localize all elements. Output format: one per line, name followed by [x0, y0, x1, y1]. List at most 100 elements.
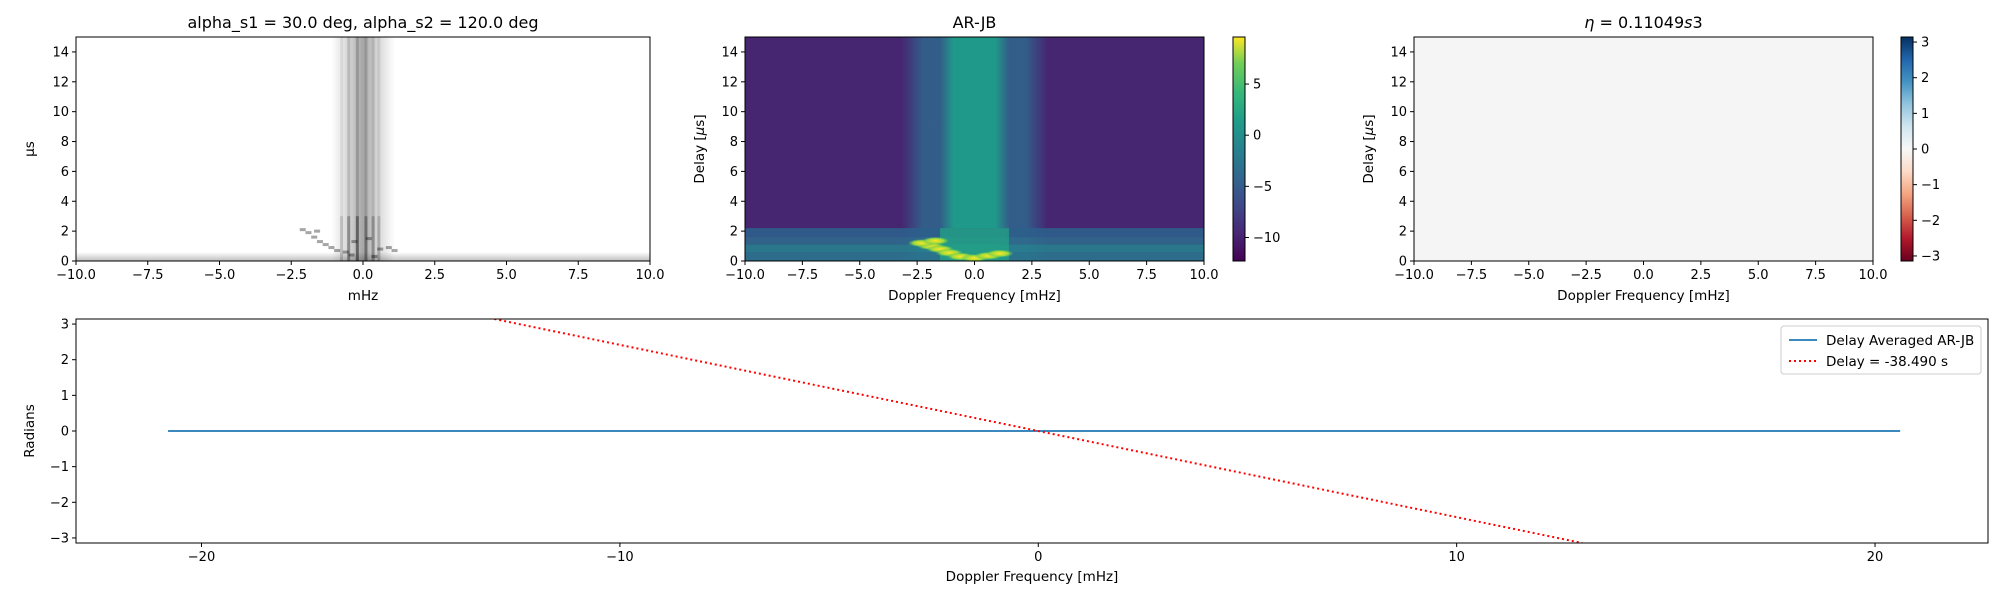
xtick-label: −7.5: [132, 268, 164, 283]
xtick-label: −2.5: [901, 268, 933, 283]
panel-3-colorbar-bar: [1900, 36, 1914, 262]
ytick-label: −2: [50, 496, 69, 511]
panel-1-stripe-base: [371, 216, 375, 261]
ytick-label: 4: [730, 195, 738, 210]
ytick-label: 12: [721, 75, 738, 90]
panel-1-xticks: −10.0 −7.5 −5.0 −2.5 0.0 2.5 5.0 7.5 10.0: [56, 261, 664, 283]
xtick-label: 5.0: [496, 268, 517, 283]
panel-3-image: [1414, 37, 1873, 261]
xtick-label: 7.5: [568, 268, 589, 283]
panel-1-speckle: [385, 246, 392, 250]
ytick-label: 14: [721, 45, 738, 60]
xtick-label: 10.0: [636, 268, 665, 283]
panel-1-stripe: [347, 37, 351, 261]
panel-2-title: AR-JB: [953, 13, 997, 32]
panel-2-arc: [985, 249, 1014, 258]
panel-1-speckle: [311, 235, 318, 239]
panel-2-xticks: −10.0 −7.5 −5.0 −2.5 0.0 2.5 5.0 7.5 10.0: [725, 261, 1218, 283]
colorbar-tick-label: −1: [1921, 178, 1940, 193]
xtick-label: 0.0: [353, 268, 374, 283]
colorbar-tick-label: 1: [1921, 107, 1929, 122]
panel-1-speckle: [299, 228, 306, 232]
panel-4-xticks: −20 −10 0 10 20: [188, 543, 1884, 565]
colorbar-tick-label: −3: [1921, 249, 1940, 264]
panel-1-speckle: [328, 246, 335, 250]
ytick-label: 6: [61, 165, 69, 180]
panel-2-colorbar: 5 0 −5 −10: [1232, 36, 1280, 262]
colorbar-tick-label: 0: [1253, 129, 1261, 144]
legend-label: Delay = -38.490 s: [1826, 354, 1948, 370]
xtick-label: −5.0: [1513, 268, 1545, 283]
ytick-label: 8: [730, 135, 738, 150]
xtick-label: −5.0: [204, 268, 236, 283]
xtick-label: −5.0: [844, 268, 876, 283]
panel-2-yticks: 0 2 4 6 8 10 12 14: [721, 45, 745, 270]
ytick-label: 0: [61, 425, 69, 440]
panel-3-fill: [1414, 37, 1873, 261]
ytick-label: 0: [61, 255, 69, 270]
panel-4-xlabel: Doppler Frequency [mHz]: [946, 569, 1119, 585]
panel-1-speckle: [316, 240, 323, 244]
panel-1-speckle: [371, 255, 378, 259]
panel-2-vcore: [940, 37, 1009, 261]
xtick-label: −20: [188, 550, 215, 565]
panel-3-xlabel: Doppler Frequency [mHz]: [1557, 288, 1730, 304]
panel-1-speckle: [334, 249, 341, 253]
panel-4-lines: [168, 319, 1901, 543]
ytick-label: 4: [61, 195, 69, 210]
panel-3-yticks: 0 2 4 6 8 10 12 14: [1390, 45, 1414, 270]
panel-1-speckle: [305, 231, 312, 235]
colorbar-tick-label: 2: [1921, 71, 1929, 86]
panel-1-stripe: [355, 37, 359, 261]
panel-1-speckle: [377, 247, 384, 251]
panel-1: alpha_s1 = 30.0 deg, alpha_s2 = 120.0 de…: [22, 13, 664, 304]
xtick-label: −10.0: [725, 268, 765, 283]
panel-1-speckle: [365, 237, 372, 241]
panel-4-legend: Delay Averaged AR-JB Delay = -38.490 s: [1780, 325, 1982, 375]
xtick-label: 10: [1448, 550, 1465, 565]
colorbar-tick-label: 3: [1921, 36, 1929, 51]
xtick-label: −7.5: [787, 268, 819, 283]
ytick-label: 0: [730, 255, 738, 270]
panel-1-speckle: [314, 229, 321, 233]
panel-1-stripe: [377, 37, 381, 261]
panel-3-colorbar: 3 2 1 0 −1 −2 −3: [1900, 36, 1940, 264]
ytick-label: 14: [52, 45, 69, 60]
ytick-label: 3: [61, 318, 69, 333]
ytick-label: 12: [52, 75, 69, 90]
xtick-label: 0: [1034, 550, 1042, 565]
xtick-label: 10.0: [1190, 268, 1219, 283]
panel-3-title: η = 0.11049s3: [1584, 13, 1702, 32]
panel-4-ylabel: Radians: [22, 404, 38, 458]
panel-1-speckle: [391, 249, 398, 253]
xtick-label: −7.5: [1456, 268, 1488, 283]
ytick-label: 1: [61, 389, 69, 404]
panel-2-ylabel: Delay [μs]: [692, 114, 708, 183]
series-line-2: [494, 319, 1583, 543]
colorbar-tick-label: 5: [1253, 78, 1261, 93]
ytick-label: 4: [1399, 195, 1407, 210]
ytick-label: 12: [1390, 75, 1407, 90]
xtick-label: 5.0: [1748, 268, 1769, 283]
panel-3: η = 0.11049s3 −10.0 −7.5 −5.0 −2.5 0.0 2.5 5.0…: [1361, 13, 1940, 304]
panel-1-speckle: [351, 240, 358, 244]
panel-1-stripe: [364, 37, 368, 261]
xtick-label: 7.5: [1136, 268, 1157, 283]
xtick-label: 5.0: [1079, 268, 1100, 283]
ytick-label: −1: [50, 460, 69, 475]
panel-1-stripe-base: [340, 216, 344, 261]
panel-1-ylabel: μs: [22, 141, 38, 157]
panel-1-stripe-base: [347, 216, 351, 261]
colorbar-tick-label: −10: [1253, 231, 1280, 246]
xtick-label: 10.0: [1859, 268, 1888, 283]
ytick-label: 2: [1399, 225, 1407, 240]
ytick-label: 10: [52, 105, 69, 120]
colorbar-tick-label: 0: [1921, 143, 1929, 158]
ytick-label: 0: [1399, 255, 1407, 270]
xtick-label: 20: [1867, 550, 1884, 565]
panel-1-speckle: [348, 253, 355, 257]
panel-2-arc: [921, 236, 950, 245]
ytick-label: 2: [61, 225, 69, 240]
ytick-label: 6: [730, 165, 738, 180]
